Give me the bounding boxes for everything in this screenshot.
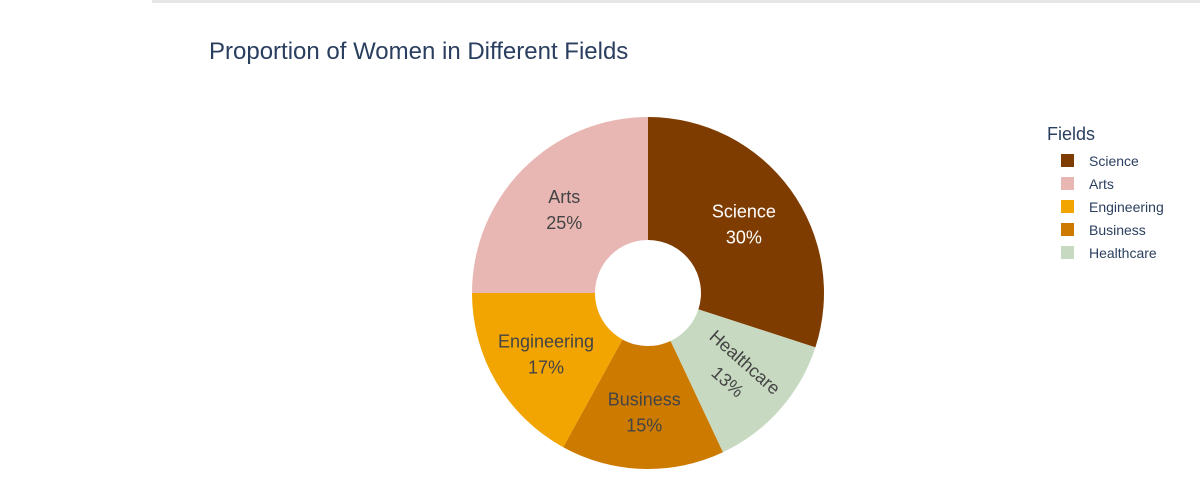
legend-items: Science Arts Engineering Business Healthcare xyxy=(1047,149,1164,264)
legend-item-healthcare[interactable]: Healthcare xyxy=(1047,241,1164,264)
slice-name-science: Science xyxy=(712,201,776,221)
slice-label-arts: Arts 25% xyxy=(546,187,582,233)
legend-label: Engineering xyxy=(1089,198,1164,215)
slice-label-science: Science 30% xyxy=(712,201,776,247)
legend: Fields Science Arts Engineering Business Hea… xyxy=(1047,124,1164,264)
legend-swatch xyxy=(1061,246,1074,259)
legend-item-business[interactable]: Business xyxy=(1047,218,1164,241)
legend-swatch xyxy=(1061,177,1074,190)
slice-name-arts: Arts xyxy=(548,187,580,207)
top-divider xyxy=(152,0,1200,3)
slice-label-business: Business 15% xyxy=(608,389,681,435)
legend-swatch xyxy=(1061,200,1074,213)
legend-label: Healthcare xyxy=(1089,244,1157,261)
slice-science[interactable] xyxy=(648,117,824,348)
legend-item-science[interactable]: Science xyxy=(1047,149,1164,172)
legend-label: Science xyxy=(1089,152,1139,169)
slice-arts[interactable] xyxy=(472,117,648,293)
slice-name-engineering: Engineering xyxy=(498,331,594,351)
slice-healthcare[interactable] xyxy=(670,309,816,453)
legend-label: Business xyxy=(1089,221,1146,238)
legend-swatch xyxy=(1061,223,1074,236)
legend-item-arts[interactable]: Arts xyxy=(1047,172,1164,195)
legend-label: Arts xyxy=(1089,175,1114,192)
legend-swatch xyxy=(1061,154,1074,167)
slice-percent-arts: 25% xyxy=(546,213,582,233)
legend-title: Fields xyxy=(1047,124,1096,144)
slice-business[interactable] xyxy=(563,339,723,470)
slice-percent-business: 15% xyxy=(626,415,662,435)
slice-percent-engineering: 17% xyxy=(528,357,564,377)
slice-percent-science: 30% xyxy=(726,227,762,247)
slice-name-business: Business xyxy=(608,389,681,409)
legend-item-engineering[interactable]: Engineering xyxy=(1047,195,1164,218)
chart-title: Proportion of Women in Different Fields xyxy=(209,38,629,65)
slice-engineering[interactable] xyxy=(472,293,623,448)
slice-label-engineering: Engineering 17% xyxy=(498,331,594,377)
